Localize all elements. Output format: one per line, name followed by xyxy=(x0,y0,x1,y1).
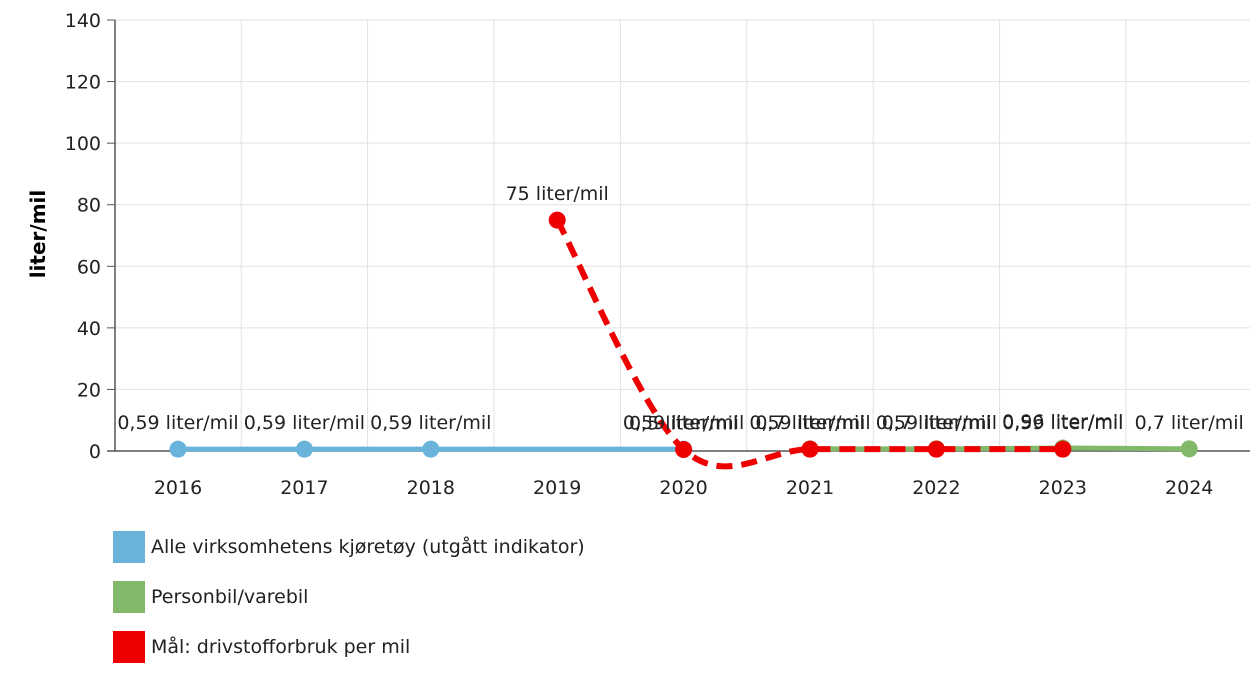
y-tick-label: 60 xyxy=(77,256,101,278)
data-label-2: 0,59 liter/mil xyxy=(1002,412,1123,434)
data-label-2: 0,59 liter/mil xyxy=(749,412,870,434)
y-tick-label: 0 xyxy=(89,441,101,463)
data-label-0: 0,59 liter/mil xyxy=(370,412,491,434)
y-tick-label: 100 xyxy=(65,133,101,155)
x-tick-label: 2017 xyxy=(280,477,328,499)
data-label-0: 0,59 liter/mil xyxy=(117,412,238,434)
data-label-1: 0,7 liter/mil xyxy=(882,412,991,434)
x-tick-label: 2020 xyxy=(659,477,707,499)
legend-label: Mål: drivstofforbruk per mil xyxy=(151,636,411,658)
y-tick-label: 120 xyxy=(65,72,101,94)
data-label-0: 0,59 liter/mil xyxy=(244,412,365,434)
x-tick-label: 2023 xyxy=(1039,477,1087,499)
legend-item[interactable]: Mål: drivstofforbruk per mil xyxy=(113,631,585,663)
series-point-2 xyxy=(1054,440,1072,458)
data-label-2: 0,5 liter/mil xyxy=(629,412,738,434)
data-labels: 0,59 liter/mil 0,59 liter/mil 0,59 liter/m… xyxy=(117,183,1243,434)
data-label-1: 0,7 liter/mil xyxy=(1135,412,1244,434)
y-tick-label: 40 xyxy=(77,318,101,340)
data-label-0: 0,59 liter/mil xyxy=(623,412,744,434)
grid xyxy=(115,19,1250,452)
series-point-2 xyxy=(675,440,693,458)
legend-label: Personbil/varebil xyxy=(151,586,309,608)
line-chart: 0 20 40 60 80 100 120 140 2016 2017 2018 2019 2020 20… xyxy=(26,10,1250,499)
x-tick-label: 2022 xyxy=(912,477,960,499)
series-point-1 xyxy=(1180,440,1198,458)
y-tick-label: 140 xyxy=(65,10,101,32)
series-line-2 xyxy=(554,218,1063,470)
legend-label: Alle virksomhetens kjøretøy (utgått indi… xyxy=(151,536,585,558)
series-point-2 xyxy=(927,440,945,458)
legend-swatch xyxy=(113,581,145,613)
x-tick-label: 2021 xyxy=(786,477,834,499)
series-layer xyxy=(169,211,1198,470)
data-label-1: 0,7 liter/mil xyxy=(755,412,864,434)
x-tick-label: 2024 xyxy=(1165,477,1213,499)
legend-swatch xyxy=(113,531,145,563)
data-label-2: 0,59 liter/mil xyxy=(876,412,997,434)
series-point-0 xyxy=(169,440,187,458)
y-axis-title: liter/mil xyxy=(26,190,50,279)
data-label-2: 75 liter/mil xyxy=(506,183,609,205)
data-label-1: 0,96 liter/mil xyxy=(1002,411,1123,433)
legend-swatch xyxy=(113,631,145,663)
y-tick-label: 20 xyxy=(77,379,101,401)
series-point-2 xyxy=(548,211,566,229)
x-tick-label: 2019 xyxy=(533,477,581,499)
legend-item[interactable]: Alle virksomhetens kjøretøy (utgått indi… xyxy=(113,531,585,563)
y-tick-label: 80 xyxy=(77,195,101,217)
series-point-0 xyxy=(295,440,313,458)
legend-item[interactable]: Personbil/varebil xyxy=(113,581,585,613)
x-tick-label: 2016 xyxy=(154,477,202,499)
x-tick-label: 2018 xyxy=(407,477,455,499)
series-point-2 xyxy=(801,440,819,458)
legend: Alle virksomhetens kjøretøy (utgått indi… xyxy=(113,531,585,685)
series-point-0 xyxy=(422,440,440,458)
